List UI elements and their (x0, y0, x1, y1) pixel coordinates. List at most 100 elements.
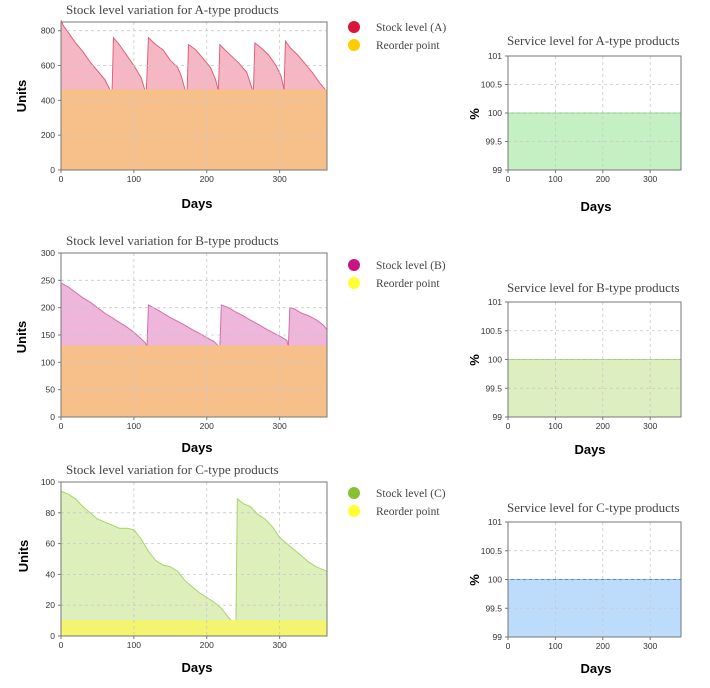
y-tick-label: 150 (41, 330, 55, 340)
y-tick-label: 100 (488, 108, 502, 118)
reorder-point-area (61, 620, 327, 636)
x-tick-label: 300 (643, 421, 657, 431)
legend-marker (348, 39, 360, 51)
y-axis-label: % (467, 354, 482, 366)
plot-frame (60, 21, 328, 171)
y-tick-label: 200 (41, 303, 55, 313)
x-tick-label: 0 (506, 421, 511, 431)
y-tick-label: 0 (50, 412, 55, 422)
reorder-point-area (61, 89, 327, 170)
y-tick-label: 99.5 (485, 137, 502, 147)
y-tick-label: 0 (50, 165, 55, 175)
y-tick-label: 100 (41, 477, 55, 487)
legend-marker (348, 277, 360, 289)
x-tick-label: 100 (127, 640, 141, 650)
y-tick-label: 99 (493, 412, 503, 422)
y-tick-label: 100 (41, 357, 55, 367)
x-axis-label: Days (181, 196, 212, 211)
y-tick-label: 300 (41, 248, 55, 258)
y-tick-label: 200 (41, 130, 55, 140)
legend-label: Stock level (A) (376, 22, 446, 34)
stock-level-area (61, 491, 327, 636)
x-axis-label: Days (181, 440, 212, 455)
y-tick-label: 40 (46, 569, 56, 579)
x-tick-label: 0 (59, 174, 64, 184)
x-axis-label: Days (580, 199, 611, 214)
reorder-point-area (61, 345, 327, 417)
legend-label: Stock level (C) (376, 488, 446, 500)
y-tick-label: 50 (46, 385, 56, 395)
chart-2: Stock level variation for B-type product… (14, 233, 446, 455)
legend-label: Reorder point (376, 506, 440, 518)
x-tick-label: 300 (273, 640, 287, 650)
legend-marker (348, 259, 360, 271)
x-tick-label: 200 (200, 640, 214, 650)
x-tick-label: 300 (643, 174, 657, 184)
chart-4: Service level for A-type products 99 99.5 1… (467, 33, 682, 214)
y-axis-label: Units (14, 80, 29, 113)
y-tick-label: 400 (41, 95, 55, 105)
chart-title: Stock level variation for A-type product… (66, 2, 279, 17)
y-axis-label: Units (14, 321, 29, 354)
x-tick-label: 100 (548, 421, 562, 431)
y-tick-label: 20 (46, 600, 56, 610)
y-tick-label: 0 (50, 631, 55, 641)
chart-title: Stock level variation for B-type product… (66, 233, 279, 248)
chart-title: Service level for A-type products (507, 33, 680, 48)
legend-label: Reorder point (376, 278, 440, 290)
y-tick-label: 101 (488, 51, 502, 61)
y-axis-label: % (467, 108, 482, 120)
y-axis-label: % (467, 574, 482, 586)
legend-label: Stock level (B) (376, 260, 446, 272)
x-axis-label: Days (574, 442, 605, 457)
legend-label: Reorder point (376, 40, 440, 52)
x-tick-label: 0 (506, 174, 511, 184)
plot-frame (60, 481, 328, 637)
y-tick-label: 60 (46, 539, 56, 549)
x-tick-label: 100 (127, 421, 141, 431)
chart-1: Stock level variation for A-type product… (14, 2, 446, 211)
y-tick-label: 80 (46, 508, 56, 518)
legend-marker (348, 487, 360, 499)
y-tick-label: 100 (488, 575, 502, 585)
y-tick-label: 100.5 (481, 80, 503, 90)
x-tick-label: 200 (596, 641, 610, 651)
legend: Stock level (A) Reorder point (348, 21, 446, 52)
y-tick-label: 100 (488, 355, 502, 365)
chart-title: Service level for B-type products (507, 280, 680, 295)
x-axis-label: Days (181, 660, 212, 675)
x-tick-label: 0 (59, 421, 64, 431)
x-tick-label: 200 (200, 421, 214, 431)
x-axis-label: Days (580, 661, 611, 676)
y-tick-label: 250 (41, 275, 55, 285)
x-tick-label: 300 (273, 421, 287, 431)
chart-5: Service level for B-type products 99 99.5 1… (467, 280, 682, 457)
y-tick-label: 99.5 (485, 603, 502, 613)
legend: Stock level (B) Reorder point (348, 259, 446, 290)
legend-marker (348, 505, 360, 517)
x-tick-label: 0 (59, 640, 64, 650)
y-tick-label: 100.5 (481, 326, 503, 336)
x-tick-label: 200 (200, 174, 214, 184)
x-tick-label: 0 (506, 641, 511, 651)
x-tick-label: 200 (596, 421, 610, 431)
x-tick-label: 100 (127, 174, 141, 184)
chart-title: Stock level variation for C-type product… (66, 462, 279, 477)
y-tick-label: 800 (41, 26, 55, 36)
stock-level-line (60, 490, 328, 627)
x-tick-label: 300 (273, 174, 287, 184)
chart-6: Service level for C-type products 99 99.5 1… (467, 500, 682, 676)
x-tick-label: 100 (548, 174, 562, 184)
legend: Stock level (C) Reorder point (348, 487, 446, 518)
y-tick-label: 99 (493, 632, 503, 642)
x-tick-label: 100 (548, 641, 562, 651)
y-tick-label: 100.5 (481, 546, 503, 556)
y-tick-label: 101 (488, 297, 502, 307)
legend-marker (348, 21, 360, 33)
y-tick-label: 600 (41, 61, 55, 71)
y-axis-label: Units (16, 540, 31, 573)
y-tick-label: 99.5 (485, 383, 502, 393)
y-tick-label: 99 (493, 165, 503, 175)
x-tick-label: 300 (643, 641, 657, 651)
